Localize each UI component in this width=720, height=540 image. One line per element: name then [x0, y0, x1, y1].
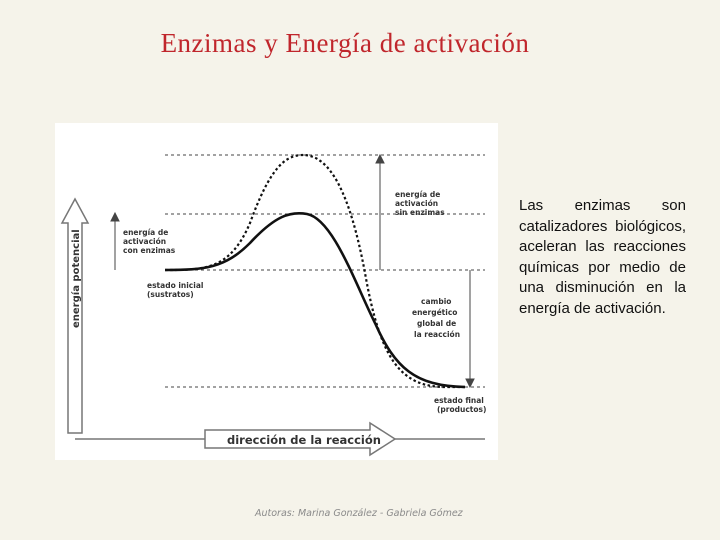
uncatalyzed-curve — [164, 153, 465, 389]
initial-state-line-1: estado inicial — [147, 281, 203, 290]
diagram-svg: dirección de la reacción energía potenci… — [60, 153, 487, 457]
ea-without-enzyme-line-3: sin enzimas — [395, 208, 445, 217]
body-text: Las enzimas son catalizadores biológicos… — [519, 197, 686, 317]
ea-without-enzyme-label: energía de activación sin enzimas — [395, 190, 445, 217]
final-state-line-1: estado final — [434, 396, 484, 405]
catalyzed-curve — [164, 212, 466, 389]
ea-no-enzyme-arrowhead — [375, 153, 385, 164]
ea-with-enzyme-line-1: energía de — [123, 228, 168, 237]
activation-energy-diagram: dirección de la reacción energía potenci… — [55, 123, 498, 460]
y-axis-arrow — [60, 197, 90, 434]
energy-change-label: cambio energético global de la reacción — [412, 297, 460, 339]
energy-change-line-1: cambio — [421, 297, 451, 306]
final-state-label: estado final (productos) — [434, 396, 487, 414]
ea-with-enzyme-line-2: activación — [123, 237, 166, 246]
final-state-line-2: (productos) — [437, 405, 486, 414]
x-axis-arrow — [204, 421, 397, 457]
ea-with-enzyme-label: energía de activación con enzimas — [123, 228, 176, 255]
ea-without-enzyme-line-1: energía de — [395, 190, 440, 199]
ea-without-enzyme-line-2: activación — [395, 199, 438, 208]
initial-state-label: estado inicial (sustratos) — [147, 281, 206, 299]
energy-change-line-3: global de — [417, 319, 456, 328]
energy-change-line-4: la reacción — [414, 330, 460, 339]
guide-lines — [165, 154, 485, 388]
ea-enzyme-arrowhead — [110, 211, 120, 222]
energy-change-line-2: energético — [412, 308, 457, 317]
energy-change-arrowhead — [465, 378, 475, 389]
energy-arrows — [110, 153, 475, 389]
slide-title: Enzimas y Energía de activación — [160, 28, 530, 58]
y-axis-label: energía potencial — [70, 229, 82, 328]
initial-state-line-2: (sustratos) — [147, 290, 194, 299]
authors-footer: Autoras: Marina González - Gabriela Góme… — [255, 508, 463, 519]
ea-with-enzyme-line-3: con enzimas — [123, 246, 176, 255]
x-axis-label: dirección de la reacción — [227, 433, 381, 447]
